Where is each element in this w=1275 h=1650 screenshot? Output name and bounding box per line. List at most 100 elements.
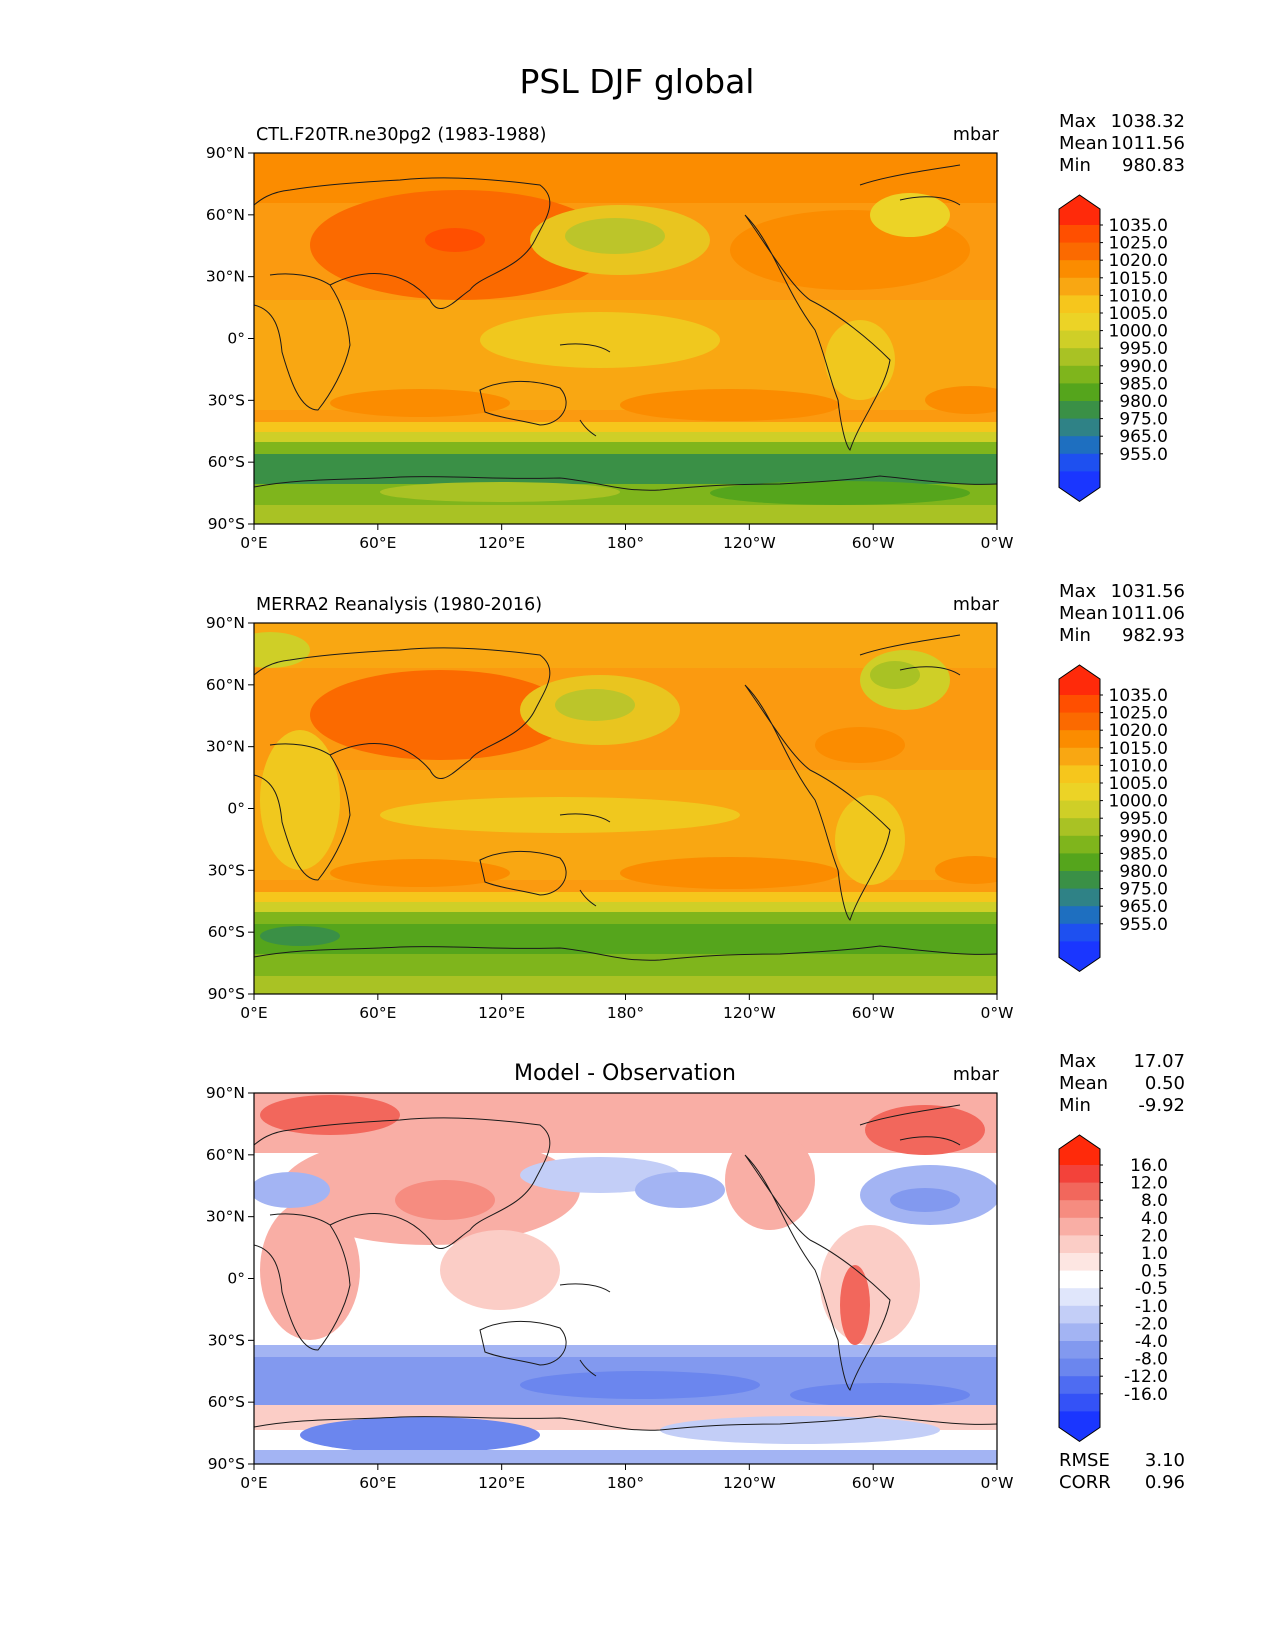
colorbar-segment — [1059, 313, 1100, 332]
colorbar-label: 990.0 — [1119, 827, 1168, 847]
colorbar-label: 995.0 — [1119, 809, 1168, 829]
colorbar-label: 980.0 — [1119, 862, 1168, 882]
colorbar-label: -0.5 — [1135, 1279, 1168, 1299]
colorbar-segment — [1059, 453, 1100, 472]
stat-value: 1011.56 — [1111, 133, 1185, 154]
x-tick-label: 0°E — [240, 1004, 267, 1022]
stat-label: Mean — [1059, 1073, 1108, 1094]
panel-title-left: CTL.F20TR.ne30pg2 (1983-1988) — [256, 125, 546, 145]
colorbar-label: 1015.0 — [1109, 739, 1168, 759]
colorbar-segment — [1059, 295, 1100, 314]
stat-label: Max — [1059, 581, 1097, 602]
colorbar-segment — [1059, 712, 1100, 731]
x-tick-label: 60°E — [359, 534, 396, 552]
x-tick-label: 120°W — [723, 1004, 776, 1022]
stat-label: Max — [1059, 1051, 1097, 1072]
stat-label: Mean — [1059, 133, 1108, 154]
stat-label: Min — [1059, 155, 1091, 176]
colorbar-segment — [1059, 906, 1100, 925]
colorbar-label: 955.0 — [1119, 445, 1168, 465]
colorbar-label: 985.0 — [1119, 844, 1168, 864]
colorbar-segment — [1059, 225, 1100, 244]
colorbar-segment — [1059, 871, 1100, 890]
y-tick-label: 90°S — [208, 515, 245, 533]
stat-value: 1038.32 — [1111, 111, 1185, 132]
y-tick-label: 30°S — [208, 1331, 245, 1349]
colorbar-segment — [1059, 765, 1100, 784]
y-tick-label: 90°N — [206, 1084, 245, 1102]
stat-value: 1011.06 — [1111, 603, 1185, 624]
colorbar-label: 980.0 — [1119, 392, 1168, 412]
x-tick-label: 60°E — [359, 1004, 396, 1022]
colorbar-segment — [1059, 1305, 1100, 1324]
colorbar-segment — [1059, 365, 1100, 384]
colorbar-label: 1035.0 — [1109, 216, 1168, 236]
coastlines — [254, 634, 997, 961]
stat-value: 0.96 — [1145, 1472, 1185, 1493]
colorbar-label: 1020.0 — [1109, 721, 1168, 741]
colorbar-label: 1000.0 — [1109, 792, 1168, 812]
colorbar-label: 955.0 — [1119, 915, 1168, 935]
colorbar-label: -2.0 — [1135, 1314, 1168, 1334]
stat-value: 980.83 — [1122, 155, 1185, 176]
stat-value: 17.07 — [1133, 1051, 1185, 1072]
colorbar-segment — [1059, 260, 1100, 279]
colorbar-segment — [1059, 436, 1100, 455]
y-tick-label: 90°N — [206, 614, 245, 632]
colorbar-segment — [1059, 1217, 1100, 1236]
colorbar-label: 985.0 — [1119, 374, 1168, 394]
colorbar-segment — [1059, 1358, 1100, 1377]
colorbar-reference: 1035.01025.01020.01015.01010.01005.01000… — [1058, 664, 1168, 973]
colorbar-extend-max — [1059, 195, 1100, 225]
colorbar-label: -12.0 — [1124, 1367, 1168, 1387]
panel-test: CTL.F20TR.ne30pg2 (1983-1988) mbar — [253, 125, 1000, 525]
colorbar-segment — [1059, 695, 1100, 714]
colorbar-label: -4.0 — [1135, 1332, 1168, 1352]
colorbar-label: 1035.0 — [1109, 686, 1168, 706]
colorbar-label: 2.0 — [1141, 1226, 1168, 1246]
colorbar-outline — [1058, 664, 1101, 973]
figure-title: PSL DJF global — [520, 62, 755, 101]
axis-group-difference: 0°E 60°E 120°E 180° 120°W 60°W 0°W 90°N 60°N 30°N… — [206, 1084, 1014, 1492]
colorbar-segment — [1059, 1253, 1100, 1272]
units-label: mbar — [953, 1065, 1000, 1085]
y-tick-label: 60°S — [208, 1393, 245, 1411]
colorbar-label: 965.0 — [1119, 897, 1168, 917]
colorbar-segment — [1059, 1270, 1100, 1289]
colorbar-segment — [1059, 835, 1100, 854]
colorbar-segment — [1059, 383, 1100, 402]
y-tick-label: 90°S — [208, 985, 245, 1003]
colorbar-layer: 1035.01025.01020.01015.01010.01005.01000… — [1058, 194, 1168, 1443]
colorbar-extend-min — [1059, 1411, 1100, 1442]
axis-group-reference: 0°E 60°E 120°E 180° 120°W 60°W 0°W 90°N 60°N 30°N… — [206, 614, 1014, 1022]
colorbar-segment — [1059, 800, 1100, 819]
y-tick-label: 0° — [227, 330, 245, 348]
y-tick-label: 60°S — [208, 923, 245, 941]
y-tick-label: 30°N — [206, 1208, 245, 1226]
panel-title-left: MERRA2 Reanalysis (1980-2016) — [256, 595, 542, 615]
colorbar-segment — [1059, 783, 1100, 802]
x-tick-label: 120°W — [723, 1474, 776, 1492]
colorbar-segment — [1059, 1200, 1100, 1219]
colorbar-test: 1035.01025.01020.01015.01010.01005.01000… — [1058, 194, 1168, 503]
stats-difference: Max 17.07 Mean 0.50 Min -9.92 RMSE 3.10 CORR 0.96 — [1059, 1051, 1185, 1493]
x-tick-label: 180° — [607, 1474, 644, 1492]
map-field-test — [254, 153, 997, 524]
x-tick-label: 60°W — [852, 1004, 895, 1022]
stat-label: CORR — [1059, 1472, 1111, 1493]
colorbar-segment — [1059, 747, 1100, 766]
stat-value: 3.10 — [1145, 1450, 1185, 1471]
colorbar-segment — [1059, 348, 1100, 367]
coastlines — [254, 1104, 997, 1431]
stat-label: Max — [1059, 111, 1097, 132]
colorbar-segment — [1059, 853, 1100, 872]
colorbar-difference: 16.012.08.04.02.01.00.5-0.5-1.0-2.0-4.0-… — [1058, 1134, 1168, 1443]
x-tick-label: 120°E — [478, 1004, 525, 1022]
colorbar-segment — [1059, 1376, 1100, 1395]
colorbar-segment — [1059, 818, 1100, 837]
x-tick-label: 0°W — [981, 1004, 1014, 1022]
x-tick-label: 180° — [607, 534, 644, 552]
y-tick-label: 30°N — [206, 268, 245, 286]
y-tick-label: 60°N — [206, 1146, 245, 1164]
colorbar-extend-max — [1059, 1135, 1100, 1165]
